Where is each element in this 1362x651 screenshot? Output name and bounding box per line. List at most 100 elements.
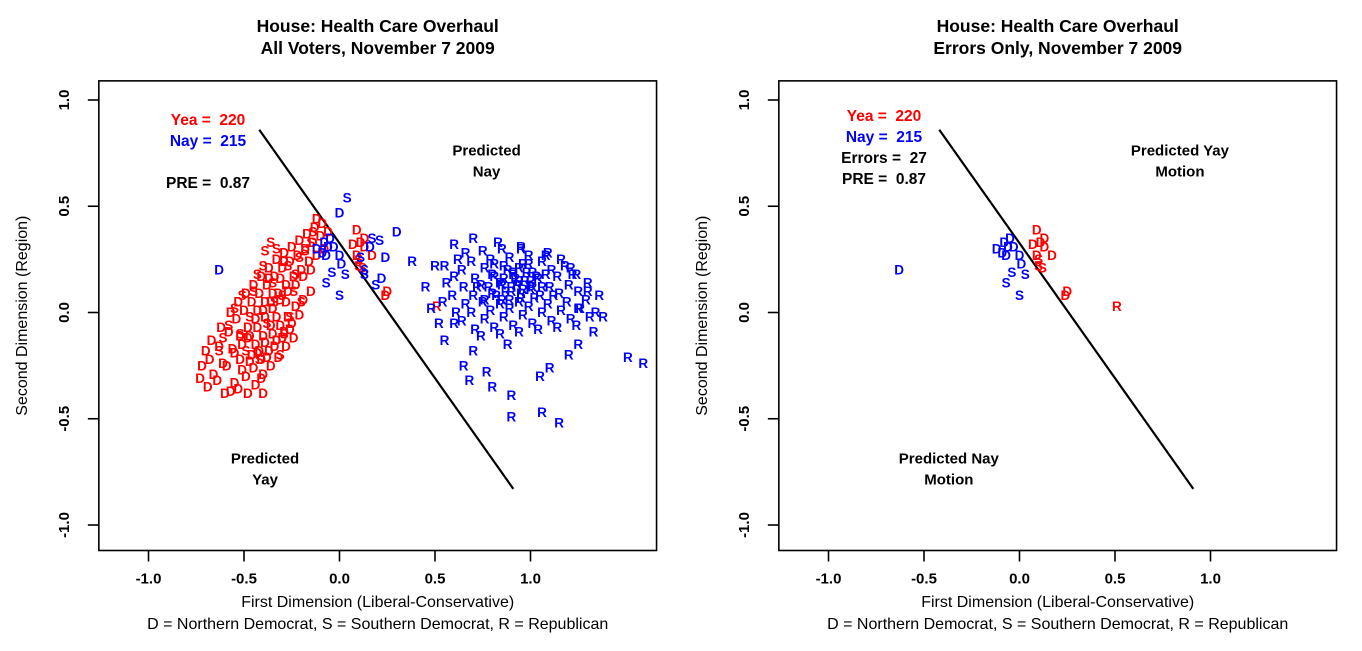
point-D: D — [306, 284, 316, 299]
point-D: D — [241, 369, 251, 384]
point-D: D — [247, 348, 257, 363]
point-D: D — [1028, 237, 1038, 252]
point-R: R — [501, 284, 511, 299]
point-D: D — [254, 286, 264, 301]
point-R: R — [573, 301, 583, 316]
point-R: R — [476, 329, 486, 344]
point-R: R — [552, 269, 562, 284]
point-D: D — [214, 263, 224, 278]
point-D: D — [300, 241, 310, 256]
y-tick-label: -0.5 — [56, 406, 73, 432]
point-D: D — [258, 329, 268, 344]
point-R: R — [499, 271, 509, 286]
point-D: D — [220, 386, 230, 401]
point-D: D — [233, 382, 243, 397]
point-R: R — [520, 273, 530, 288]
point-S: S — [308, 224, 317, 239]
point-R: R — [581, 292, 591, 307]
point-R: R — [484, 280, 494, 295]
point-S: S — [238, 288, 247, 303]
point-R: R — [556, 303, 566, 318]
point-D: D — [1009, 239, 1019, 254]
point-D: D — [317, 216, 327, 231]
point-R: R — [466, 305, 476, 320]
point-R: R — [470, 322, 480, 337]
point-S: S — [261, 244, 270, 259]
point-R: R — [554, 416, 564, 431]
point-D: D — [999, 235, 1009, 250]
point-D: D — [270, 339, 280, 354]
point-R: R — [583, 284, 593, 299]
point-R: R — [440, 333, 450, 348]
plot-box — [778, 80, 1338, 552]
point-S: S — [245, 309, 254, 324]
point-D: D — [277, 261, 287, 276]
point-D: D — [312, 212, 322, 227]
point-S: S — [276, 348, 285, 363]
point-S: S — [327, 265, 336, 280]
point-D: D — [209, 367, 219, 382]
legend-nay: Nay = 215 — [846, 129, 923, 146]
x-tick-label: -1.0 — [816, 571, 842, 588]
point-S: S — [1034, 252, 1043, 267]
point-D: D — [380, 250, 390, 265]
point-R: R — [522, 265, 532, 280]
point-D: D — [201, 343, 211, 358]
point-D: D — [249, 360, 259, 375]
y-axis-label: Second Dimension (Region) — [14, 216, 31, 416]
point-R: R — [545, 360, 555, 375]
point-D: D — [1036, 235, 1046, 250]
point-D: D — [245, 354, 255, 369]
x-tick-label: 0.5 — [425, 571, 446, 588]
point-D: D — [222, 358, 232, 373]
point-R: R — [560, 258, 570, 273]
point-D: D — [252, 320, 262, 335]
legend-yea: Yea = 220 — [171, 112, 246, 129]
point-D: D — [1005, 231, 1015, 246]
point-R: R — [457, 263, 467, 278]
point-D: D — [317, 246, 327, 261]
point-D: D — [319, 241, 329, 256]
point-D: D — [1039, 239, 1049, 254]
point-D: D — [894, 263, 904, 278]
region-label-line1: Predicted — [452, 142, 520, 159]
point-S: S — [249, 284, 258, 299]
point-D: D — [1032, 248, 1042, 263]
point-S: S — [291, 267, 300, 282]
point-R: R — [589, 324, 599, 339]
point-R: R — [568, 267, 578, 282]
point-D: D — [245, 329, 255, 344]
chart-title-line2: Errors Only, November 7 2009 — [933, 38, 1182, 58]
point-R: R — [528, 316, 538, 331]
point-D: D — [277, 331, 287, 346]
point-D: D — [258, 367, 268, 382]
legend-pre: PRE = 0.87 — [842, 171, 926, 188]
point-R: R — [1112, 299, 1122, 314]
point-R: R — [472, 280, 482, 295]
point-D: D — [304, 254, 314, 269]
point-D: D — [287, 239, 297, 254]
point-R: R — [591, 305, 601, 320]
point-S: S — [285, 309, 294, 324]
point-D: D — [281, 278, 291, 293]
point-R: R — [505, 301, 515, 316]
point-R: R — [541, 248, 551, 263]
point-D: D — [237, 337, 247, 352]
x-tick-label: -0.5 — [231, 571, 257, 588]
point-R: R — [514, 261, 524, 276]
point-R: R — [449, 269, 459, 284]
point-S: S — [360, 263, 369, 278]
point-D: D — [268, 301, 278, 316]
point-R: R — [480, 292, 490, 307]
point-D: D — [264, 261, 274, 276]
x-axis-label: First Dimension (Liberal-Conservative) — [241, 594, 514, 611]
point-S: S — [306, 235, 315, 250]
point-R: R — [529, 290, 539, 305]
point-D: D — [348, 237, 358, 252]
legend-errors: Errors = 27 — [841, 150, 927, 167]
point-D: D — [205, 352, 215, 367]
point-R: R — [516, 290, 526, 305]
point-R: R — [434, 316, 444, 331]
point-D: D — [251, 377, 261, 392]
